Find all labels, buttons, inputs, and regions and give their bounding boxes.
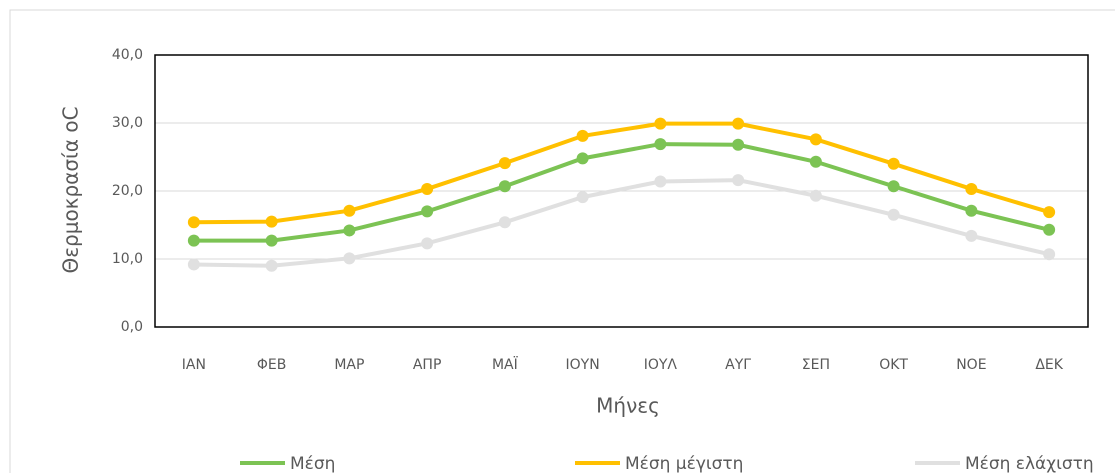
legend-label: Μέση μέγιστη [625,454,743,473]
data-point [732,138,745,151]
data-point [887,208,900,221]
data-point [187,234,200,247]
series-line [193,178,1050,268]
x-tick-label: ΙΟΥΝ [566,357,600,373]
data-point [498,216,511,229]
data-point [576,129,589,142]
data-point [732,117,745,130]
y-tick-label: 0,0 [121,319,143,335]
x-tick-label: ΝΟΕ [956,357,986,373]
series-line [193,142,1050,243]
data-point [809,189,822,202]
data-point [187,216,200,229]
y-tick-label: 30,0 [112,115,143,131]
data-point [654,138,667,151]
data-point [421,205,434,218]
x-tick-label: ΜΑΪ [492,355,519,373]
data-point [265,234,278,247]
data-point [1043,223,1056,236]
data-point [343,252,356,265]
x-tick-label: ΜΑΡ [334,357,364,373]
series-line [193,121,1050,225]
data-point [343,204,356,217]
data-point [887,157,900,170]
data-point [498,180,511,193]
data-point [887,180,900,193]
data-point [732,174,745,187]
x-tick-label: ΙΑΝ [182,357,206,373]
x-tick-label: ΑΠΡ [413,357,442,373]
data-point [1043,206,1056,219]
data-point [421,237,434,250]
plot-border [154,54,1089,328]
data-point [965,182,978,195]
data-point [421,182,434,195]
x-tick-label: ΙΟΥΛ [644,357,678,373]
y-tick-label: 40,0 [112,47,143,63]
data-point [965,229,978,242]
chart-frame [9,9,1115,473]
data-point [654,175,667,188]
legend-label: Μέση [290,454,335,473]
x-tick-label: ΦΕΒ [257,357,286,373]
data-point [576,152,589,165]
data-point [965,204,978,217]
x-axis-title: Μήνες [596,394,660,418]
data-point [187,258,200,271]
data-point [1043,248,1056,261]
x-tick-label: ΣΕΠ [802,357,830,373]
data-point [809,133,822,146]
x-tick-label: ΔΕΚ [1035,357,1063,373]
data-point [265,259,278,272]
data-point [265,215,278,228]
data-point [343,224,356,237]
y-axis-title: Θερμοκρασία oC [59,106,83,273]
data-point [654,117,667,130]
x-tick-label: ΟΚΤ [879,357,908,373]
legend-label: Μέση ελάχιστη [965,454,1094,473]
y-tick-label: 20,0 [112,183,143,199]
x-tick-label: ΑΥΓ [725,357,751,373]
data-point [576,191,589,204]
data-point [498,157,511,170]
y-tick-label: 10,0 [112,251,143,267]
data-point [809,155,822,168]
